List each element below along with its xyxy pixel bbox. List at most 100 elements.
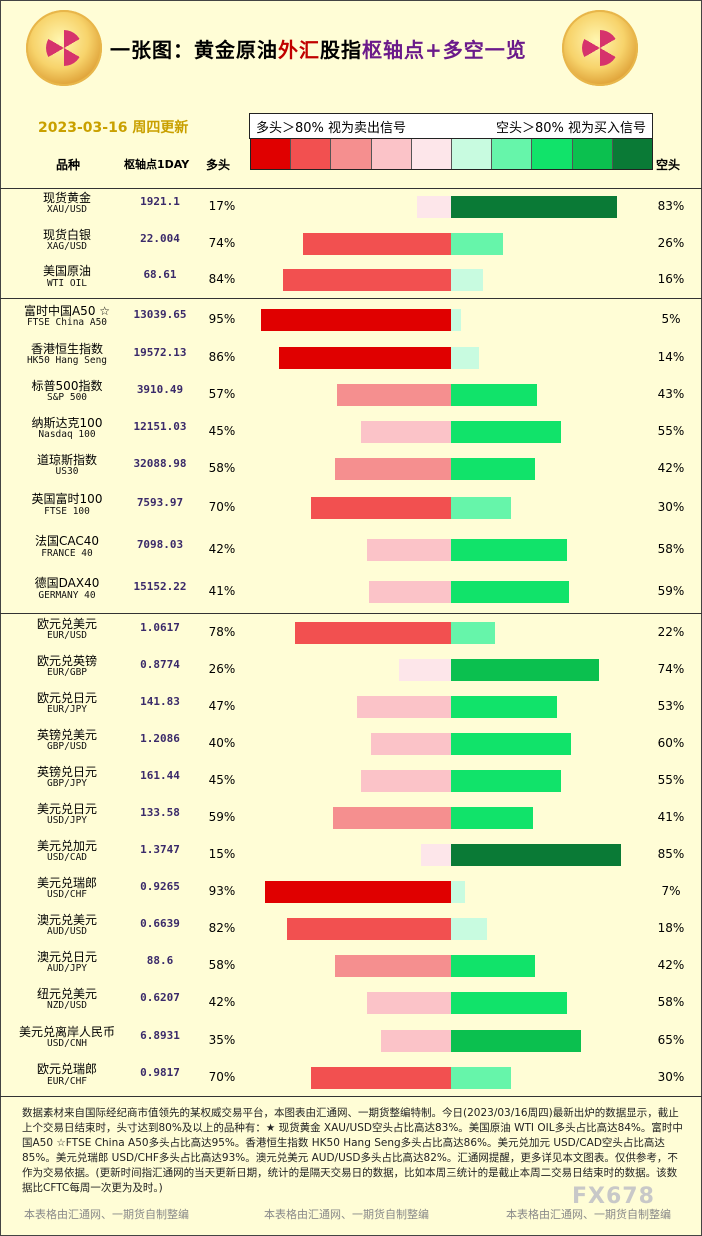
short-percent-label: 58% [657, 542, 685, 556]
table-row: 现货黄金 XAU/USD 1921.1 17% 83% [0, 188, 702, 225]
scale-swatch [371, 139, 412, 169]
instrument-symbol: AUD/USD [46, 926, 88, 938]
short-bar [451, 346, 479, 369]
instrument-symbol: WTI OIL [46, 277, 88, 289]
long-percent-label: 26% [208, 661, 236, 676]
short-percent-label: 74% [657, 661, 685, 676]
pivot-value: 161.44 [140, 768, 180, 782]
instrument-name: 美元兑加元 USD/CAD [10, 838, 124, 865]
long-bar [283, 269, 451, 291]
table-row: 富时中国A50 ☆ FTSE China A50 13039.65 95% 5% [0, 300, 702, 339]
instrument-name: 英镑兑日元 GBP/JPY [10, 765, 124, 791]
pivot-value: 1.3747 [140, 842, 180, 856]
instrument-cn: 澳元兑日元 [36, 949, 97, 964]
long-bar [369, 581, 451, 603]
scale-swatch [572, 139, 613, 169]
long-bar [357, 695, 451, 718]
scale-swatch [251, 139, 292, 169]
instrument-cn: 美元兑加元 [36, 838, 97, 853]
table-row: 标普500指数 S&P 500 3910.49 57% 43% [0, 376, 702, 413]
short-bar [451, 457, 535, 480]
long-percent-label: 41% [208, 584, 236, 598]
table-row: 法国CAC40 FRANCE 40 7098.03 42% 58% [0, 529, 702, 571]
instrument-cn: 英镑兑美元 [36, 727, 97, 742]
instrument-symbol: Nasdaq 100 [38, 429, 96, 441]
short-percent-label: 59% [657, 584, 685, 598]
pivot-value: 1.2086 [140, 731, 180, 745]
instrument-name: 纳斯达克100 Nasdaq 100 [10, 416, 124, 442]
short-percent-label: 22% [657, 624, 685, 639]
long-bar [335, 457, 451, 480]
table-row: 美元兑加元 USD/CAD 1.3747 15% 85% [0, 836, 702, 873]
long-percent-label: 35% [208, 1032, 236, 1047]
pivot-value: 22.004 [140, 231, 180, 245]
long-percent-label: 59% [208, 809, 236, 824]
pivot-value: 3910.49 [136, 382, 184, 396]
instrument-symbol: GERMANY 40 [38, 589, 96, 601]
scale-swatch [411, 139, 453, 169]
instrument-cn: 美元兑瑞郎 [36, 875, 97, 890]
pivot-value: 141.83 [140, 694, 180, 708]
long-bar [367, 991, 451, 1014]
short-bar [451, 232, 503, 255]
short-percent-label: 42% [657, 460, 685, 475]
instrument-cn: 欧元兑美元 [36, 616, 97, 631]
legend-short-signal: 空头＞80% 视为买入信号 [495, 121, 646, 136]
instrument-cn: 美元兑日元 [36, 801, 97, 816]
short-percent-label: 85% [657, 846, 685, 861]
long-bar [287, 917, 451, 940]
long-bar [361, 420, 451, 443]
pivot-value: 19572.13 [133, 345, 187, 359]
instrument-name: 富时中国A50 ☆ FTSE China A50 [10, 304, 124, 330]
instrument-symbol: GBP/JPY [46, 778, 88, 790]
long-bar [335, 954, 451, 977]
short-bar [451, 806, 533, 829]
instrument-name: 澳元兑美元 AUD/USD [10, 912, 124, 939]
short-percent-label: 60% [657, 735, 685, 750]
short-bar [451, 581, 569, 603]
instrument-cn: 香港恒生指数 [30, 341, 103, 356]
short-percent-label: 42% [657, 957, 685, 972]
instrument-cn: 德国DAX40 [34, 576, 100, 590]
long-bar [311, 1067, 451, 1089]
table-row: 欧元兑英镑 EUR/GBP 0.8774 26% 74% [0, 651, 702, 688]
long-percent-label: 70% [208, 1070, 236, 1084]
table-row: 美元兑瑞郎 USD/CHF 0.9265 93% 7% [0, 873, 702, 910]
long-percent-label: 82% [208, 920, 236, 935]
instrument-cn: 道琼斯指数 [36, 452, 97, 467]
table-row: 德国DAX40 GERMANY 40 15152.22 41% 59% [0, 571, 702, 613]
instrument-cn: 现货黄金 [42, 190, 91, 205]
table-row: 欧元兑美元 EUR/USD 1.0617 78% 22% [0, 614, 702, 651]
instrument-name: 德国DAX40 GERMANY 40 [10, 576, 124, 602]
long-percent-label: 45% [208, 423, 236, 438]
instrument-cn: 澳元兑美元 [36, 912, 97, 927]
table-row: 英镑兑美元 GBP/USD 1.2086 40% 60% [0, 725, 702, 762]
short-bar [451, 991, 567, 1014]
instrument-symbol: XAG/USD [46, 241, 88, 253]
scale-swatch [492, 139, 533, 169]
col-header-short: 空头 [656, 158, 681, 172]
short-bar [451, 917, 487, 940]
signal-legend: 多头＞80% 视为卖出信号 空头＞80% 视为买入信号 [249, 113, 653, 139]
long-bar [311, 497, 451, 519]
long-bar [399, 658, 451, 681]
long-percent-label: 93% [208, 883, 236, 898]
table-row: 香港恒生指数 HK50 Hang Seng 19572.13 86% 14% [0, 339, 702, 376]
short-bar [451, 195, 617, 218]
legend-long-signal: 多头＞80% 视为卖出信号 [256, 121, 407, 136]
table-row: 美元兑离岸人民币 USD/CNH 6.8931 35% 65% [0, 1021, 702, 1060]
short-percent-label: 58% [657, 994, 685, 1009]
divider [0, 188, 702, 189]
instrument-cn: 欧元兑瑞郎 [36, 1062, 97, 1076]
long-percent-label: 70% [208, 500, 236, 514]
long-percent-label: 42% [208, 542, 236, 556]
short-bar [451, 695, 557, 718]
instrument-name: 欧元兑美元 EUR/USD [10, 616, 124, 643]
long-bar [421, 843, 451, 866]
instrument-cn: 欧元兑日元 [36, 690, 97, 705]
divider [0, 1096, 702, 1097]
instrument-name: 纽元兑美元 NZD/USD [10, 987, 124, 1013]
pivot-value: 88.6 [146, 953, 174, 967]
pivot-value: 13039.65 [133, 307, 187, 321]
pivot-value: 0.8774 [140, 657, 180, 671]
